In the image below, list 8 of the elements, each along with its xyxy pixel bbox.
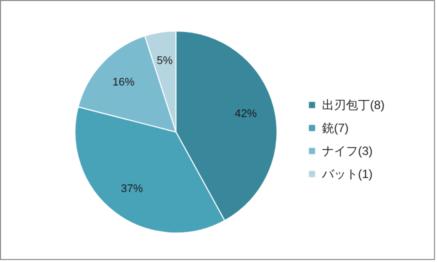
legend-label: バット(1) (321, 167, 373, 181)
data-label: 5% (156, 54, 173, 67)
legend-label: ナイフ(3) (322, 144, 373, 158)
data-label: 16% (112, 76, 135, 89)
data-label: 42% (234, 108, 257, 120)
legend-label: 銃(7) (322, 121, 349, 135)
legend-label: 出刃包丁(8) (322, 98, 385, 112)
data-label: 37% (120, 182, 144, 195)
